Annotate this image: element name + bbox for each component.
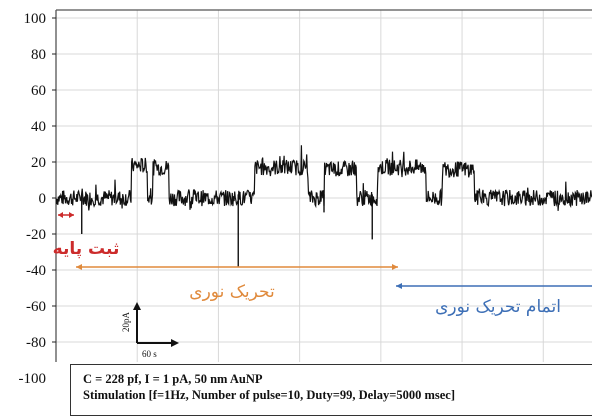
y-tick-label: 60	[31, 83, 46, 99]
recording-caption: C = 228 pf, I = 1 pA, 50 nm AuNP Stimula…	[70, 364, 592, 416]
scale-y-label: 20pA	[121, 312, 131, 333]
post-stim-arrowhead-left	[396, 283, 402, 289]
stimulation-arrowhead-left	[76, 264, 82, 270]
y-tick-label: -100	[19, 371, 47, 387]
y-tick-label: 20	[31, 155, 46, 171]
stimulation-arrowhead-right	[392, 264, 398, 270]
baseline-arrowhead-left	[58, 212, 63, 218]
caption-line-2: Stimulation [f=1Hz, Number of pulse=10, …	[83, 388, 455, 402]
current-trace	[55, 145, 592, 267]
scale-arrowhead-up	[133, 302, 141, 310]
baseline-arrowhead-right	[69, 212, 74, 218]
y-tick-label: 100	[24, 11, 47, 27]
y-tick-label: 80	[31, 47, 46, 63]
y-tick-label: -80	[26, 335, 46, 351]
stimulation-label: تحریک نوری	[189, 282, 275, 302]
y-tick-label: 0	[39, 191, 47, 207]
y-tick-label: -20	[26, 227, 46, 243]
y-axis-tick-labels: 100 80 60 40 20 0 -20 -40 -60 -80 -100	[19, 11, 56, 387]
y-tick-label: -40	[26, 263, 46, 279]
y-tick-label: 40	[31, 119, 46, 135]
post-stim-label: اتمام تحریک نوری	[435, 297, 561, 317]
scale-arrowhead-right	[171, 339, 179, 347]
y-tick-label: -60	[26, 299, 46, 315]
scale-bar: 20pA 60 s	[121, 302, 179, 359]
baseline-label: ثبت پایه	[53, 239, 120, 259]
phase-annotations: ثبت پایه تحریک نوری اتمام تحریک نوری	[53, 212, 592, 317]
caption-line-1: C = 228 pf, I = 1 pA, 50 nm AuNP	[83, 372, 263, 386]
scale-x-label: 60 s	[142, 349, 157, 359]
